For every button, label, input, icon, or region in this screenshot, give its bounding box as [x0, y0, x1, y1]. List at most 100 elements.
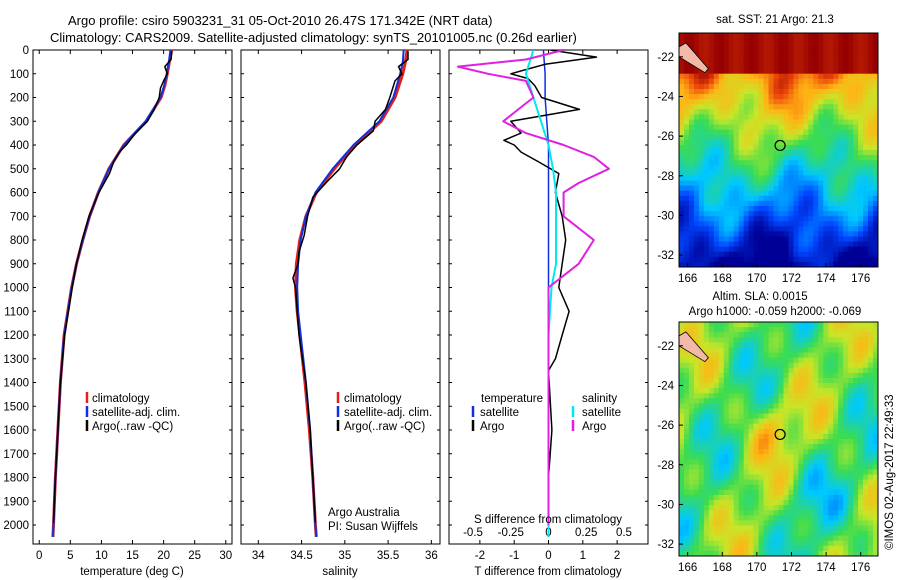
- map-cell: [838, 195, 844, 202]
- map-cell: [793, 449, 799, 455]
- map-cell: [708, 377, 715, 384]
- map-cell: [713, 428, 720, 435]
- map-cell: [718, 180, 725, 187]
- map-cell: [808, 474, 814, 481]
- map-cell: [793, 408, 799, 414]
- lat-tick-label: -30: [657, 210, 674, 222]
- map-cell: [813, 403, 819, 409]
- depth-tick-label: 0: [23, 45, 29, 57]
- map-cell: [783, 377, 789, 384]
- map-cell: [783, 246, 789, 253]
- map-cell: [798, 139, 804, 146]
- map-cell: [753, 332, 760, 338]
- map-cell: [833, 200, 839, 207]
- map-cell: [843, 398, 849, 404]
- map-cell: [758, 535, 764, 542]
- map-cell: [748, 155, 755, 161]
- map-cell: [803, 256, 809, 263]
- map-cell: [693, 525, 700, 531]
- map-cell: [758, 525, 764, 531]
- map-cell: [693, 170, 700, 176]
- depth-tick-label: 400: [10, 140, 29, 152]
- map-cell: [748, 83, 755, 90]
- map-cell: [743, 398, 750, 404]
- map-cell: [833, 94, 839, 100]
- map-cell: [718, 474, 725, 481]
- map-cell: [788, 322, 794, 328]
- map-cell: [823, 73, 829, 80]
- map-cell: [783, 211, 789, 217]
- map-cell: [743, 525, 750, 531]
- map-cell: [713, 423, 720, 430]
- map-cell: [873, 134, 879, 141]
- map-cell: [783, 175, 789, 181]
- map-cell: [723, 236, 730, 242]
- map-cell: [838, 408, 844, 414]
- map-cell: [683, 195, 690, 202]
- map-cell: [748, 226, 755, 232]
- map-cell: [713, 322, 720, 328]
- map-cell: [853, 38, 859, 44]
- map-cell: [738, 200, 745, 207]
- map-cell: [703, 221, 710, 227]
- map-cell: [753, 484, 760, 491]
- map-cell: [848, 114, 854, 120]
- map-cell: [828, 403, 834, 409]
- map-cell: [708, 256, 715, 263]
- map-cell: [713, 246, 720, 253]
- map-cell: [733, 393, 740, 399]
- map-cell: [693, 423, 700, 430]
- map-cell: [778, 489, 784, 496]
- map-cell: [778, 185, 784, 192]
- map-cell: [718, 545, 725, 552]
- map-cell: [863, 88, 869, 95]
- map-cell: [803, 535, 809, 542]
- map-cell: [793, 535, 799, 542]
- map-cell: [688, 226, 695, 232]
- map-cell: [718, 236, 725, 242]
- map-cell: [833, 500, 839, 506]
- map-cell: [768, 408, 774, 414]
- map-cell: [868, 73, 874, 80]
- map-cell: [813, 231, 819, 237]
- map-cell: [858, 535, 864, 542]
- map-cell: [683, 469, 690, 476]
- lon-tick-label: 170: [747, 273, 766, 285]
- map-cell: [858, 205, 864, 212]
- map-cell: [793, 474, 799, 481]
- map-cell: [748, 439, 755, 445]
- map-cell: [843, 515, 849, 521]
- map-cell: [808, 160, 814, 166]
- map-cell: [868, 170, 874, 176]
- map-cell: [873, 347, 879, 353]
- map-cell: [748, 408, 755, 414]
- map-cell: [848, 352, 854, 359]
- map-cell: [858, 88, 864, 95]
- map-cell: [818, 550, 824, 557]
- map-cell: [743, 352, 750, 359]
- map-cell: [743, 190, 750, 197]
- panel-curves: [456, 50, 610, 537]
- map-cell: [688, 180, 695, 187]
- map-cell: [863, 246, 869, 253]
- map-cell: [703, 139, 710, 146]
- map-cell: [718, 459, 725, 465]
- map-cell: [753, 413, 760, 420]
- map-cell: [843, 129, 849, 136]
- map-cell: [808, 53, 814, 59]
- map-cell: [693, 104, 700, 110]
- map-cell: [703, 494, 710, 501]
- map-cell: [868, 322, 874, 328]
- map-cell: [703, 195, 710, 202]
- map-cell: [718, 119, 725, 125]
- map-cell: [679, 216, 685, 222]
- map-cell: [688, 362, 695, 369]
- map-cell: [748, 367, 755, 374]
- map-cell: [818, 459, 824, 465]
- map-cell: [683, 185, 690, 192]
- map-cell: [873, 322, 879, 328]
- map-cell: [679, 408, 685, 414]
- map-cell: [808, 150, 814, 156]
- map-cell: [698, 535, 705, 542]
- legend-salinity-heading: salinity: [582, 393, 617, 405]
